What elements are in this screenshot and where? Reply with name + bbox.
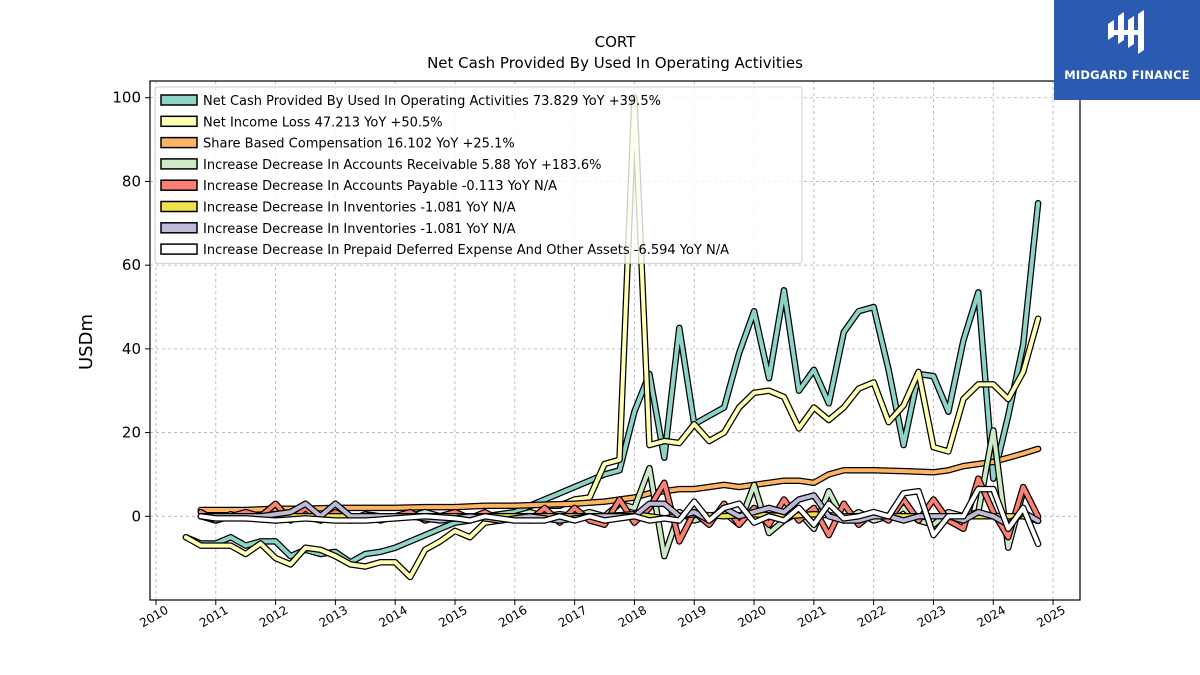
series-line-3: [197, 445, 1042, 514]
x-tick-label: 2024: [975, 603, 1008, 630]
legend-entry: Increase Decrease In Accounts Receivable…: [203, 158, 601, 173]
legend-swatch: [160, 115, 198, 128]
legend-box: [154, 86, 803, 264]
legend-swatch: [160, 158, 198, 170]
logo-text: MIDGARD FINANCE: [1064, 68, 1190, 82]
chart-title: CORT: [595, 33, 637, 51]
legend-entry: Net Cash Provided By Used In Operating A…: [203, 94, 661, 109]
legend-entry: Net Income Loss 47.213 YoY +50.5%: [203, 115, 443, 130]
x-tick-label: 2021: [795, 603, 828, 630]
legend-swatch: [160, 222, 198, 234]
y-tick-label: 80: [122, 172, 141, 190]
x-tick-label: 2012: [257, 603, 290, 630]
x-tick-label: 2018: [616, 603, 649, 630]
legend-entry: Increase Decrease In Inventories -1.081 …: [203, 222, 516, 237]
y-tick-label: 100: [112, 89, 141, 107]
midgard-finance-logo: MIDGARD FINANCE: [1054, 0, 1200, 100]
x-tick-label: 2019: [676, 603, 709, 630]
legend-entry: Increase Decrease In Prepaid Deferred Ex…: [203, 243, 729, 258]
series-line-8: [197, 485, 1042, 548]
series-layer: [182, 94, 1042, 581]
x-tick-label: 2023: [915, 603, 948, 630]
legend-swatch: [160, 200, 198, 213]
x-tick-label: 2011: [197, 603, 230, 630]
legend-swatch: [160, 243, 198, 255]
legend-entry: Increase Decrease In Inventories -1.081 …: [203, 201, 516, 216]
plot-frame: [149, 80, 1081, 601]
legend-swatch: [160, 179, 198, 191]
legend: Net Cash Provided By Used In Operating A…: [154, 86, 803, 264]
y-tick-label: 40: [122, 340, 141, 358]
logo-mark-icon: [1108, 10, 1144, 54]
legend-swatch: [160, 94, 198, 106]
chart-subtitle: Net Cash Provided By Used In Operating A…: [427, 54, 803, 72]
legend-entry: Increase Decrease In Accounts Payable -0…: [203, 179, 557, 194]
x-tick-label: 2025: [1034, 603, 1067, 630]
x-tick-label: 2015: [436, 603, 469, 630]
y-tick-label: 60: [122, 256, 141, 274]
legend-swatch: [160, 136, 198, 149]
x-tick-label: 2013: [317, 603, 350, 630]
y-tick-label: 20: [122, 424, 141, 442]
x-tick-label: 2014: [376, 603, 409, 630]
y-axis-label: USDm: [76, 314, 97, 370]
x-tick-label: 2020: [735, 603, 768, 630]
series-line-2: [182, 94, 1042, 581]
x-tick-label: 2017: [556, 603, 589, 630]
legend-entry: Share Based Compensation 16.102 YoY +25.…: [203, 137, 515, 152]
x-tick-label: 2010: [137, 603, 170, 630]
x-tick-label: 2016: [496, 603, 529, 630]
y-tick-label: 0: [131, 507, 141, 525]
x-tick-label: 2022: [855, 603, 888, 630]
